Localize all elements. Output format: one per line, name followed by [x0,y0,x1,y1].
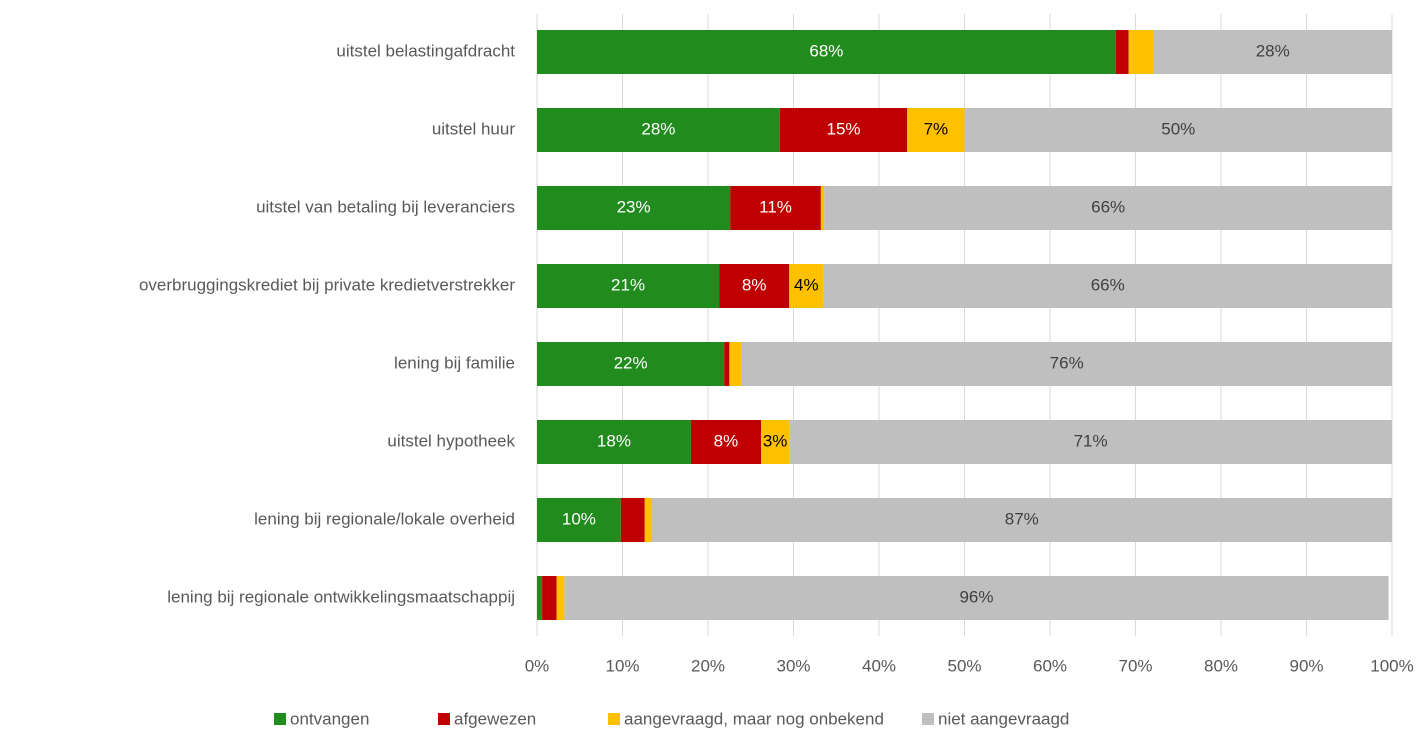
bar-segment [1128,30,1154,74]
data-label: 11% [759,197,792,216]
bar-segment [789,264,824,308]
legend-label: afgewezen [454,709,536,728]
bar-segment [741,342,1392,386]
bar-segment [719,264,790,308]
bar-segment [542,576,557,620]
category-label: overbruggingskrediet bij private krediet… [139,275,515,294]
bar-segment [1153,30,1392,74]
bar-segment [724,342,730,386]
bar-segment [556,576,565,620]
category-label: lening bij regionale ontwikkelingsmaatsc… [167,587,515,606]
bar-segment [537,30,1116,74]
legend-swatch [438,713,450,725]
data-label: 8% [742,275,767,294]
x-tick-label: 70% [1118,656,1152,675]
data-label: 23% [617,197,651,216]
x-tick-label: 30% [776,656,810,675]
data-label: 7% [924,119,949,138]
category-label: lening bij regionale/lokale overheid [254,509,515,528]
bar-segment [620,498,645,542]
legend-label: aangevraagd, maar nog onbekend [624,709,884,728]
legend-label: niet aangevraagd [938,709,1069,728]
bar-segment [1115,30,1129,74]
category-label: uitstel hypotheek [387,431,515,450]
data-label: 66% [1091,197,1125,216]
data-label: 18% [597,431,631,450]
bar-segment [537,342,725,386]
category-label: lening bij familie [394,353,515,372]
x-tick-label: 90% [1289,656,1323,675]
legend-swatch [274,713,286,725]
bar-segment [824,186,1392,230]
bar-segment [537,498,621,542]
x-tick-label: 10% [605,656,639,675]
x-tick-label: 100% [1370,656,1413,675]
data-label: 15% [827,119,861,138]
data-label: 21% [611,275,645,294]
legend-swatch [922,713,934,725]
bar-segment [537,186,731,230]
x-tick-label: 20% [691,656,725,675]
x-tick-label: 0% [525,656,550,675]
bar-segment [644,498,652,542]
category-label: uitstel belastingafdracht [336,41,515,60]
data-label: 76% [1050,353,1084,372]
bar-segment [537,576,543,620]
bar-segment [779,108,908,152]
data-label: 71% [1074,431,1108,450]
category-label: uitstel van betaling bij leveranciers [256,197,515,216]
x-tick-label: 40% [862,656,896,675]
x-tick-label: 50% [947,656,981,675]
bar-segment [964,108,1392,152]
bar-segment [537,264,720,308]
data-label: 87% [1005,509,1039,528]
category-label: uitstel huur [432,119,515,138]
bar-segment [820,186,825,230]
bar-segment [761,420,790,464]
data-label: 50% [1161,119,1195,138]
data-label: 66% [1091,275,1125,294]
data-label: 28% [1256,41,1290,60]
bar-segment [651,498,1392,542]
bar-segment [823,264,1392,308]
bar-segment [564,576,1389,620]
bar-segment [537,108,780,152]
legend-label: ontvangen [290,709,369,728]
data-label: 28% [641,119,675,138]
bar-segment [537,420,691,464]
legend-swatch [608,713,620,725]
data-label: 3% [763,431,788,450]
data-label: 22% [614,353,648,372]
data-label: 4% [794,275,819,294]
data-label: 96% [959,587,993,606]
x-tick-label: 60% [1033,656,1067,675]
data-label: 8% [714,431,739,450]
data-label: 68% [809,41,843,60]
bar-segment [690,420,762,464]
bar-segment [730,186,821,230]
bar-segment [907,108,965,152]
bar-segment [789,420,1392,464]
bar-segment [729,342,742,386]
data-label: 10% [562,509,596,528]
x-tick-label: 80% [1204,656,1238,675]
